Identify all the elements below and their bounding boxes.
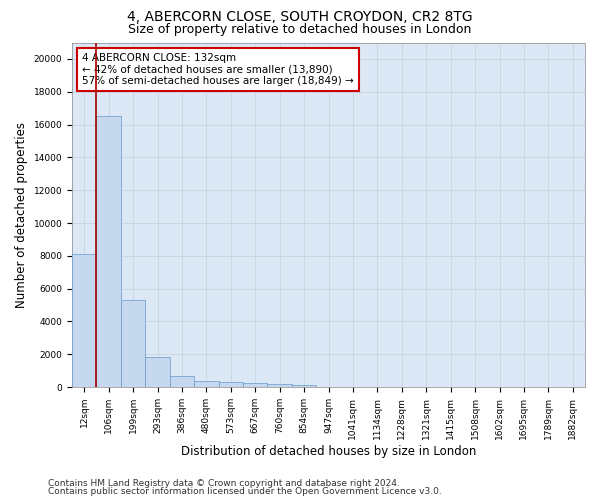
Bar: [170, 376, 194, 387]
Bar: [145, 356, 170, 387]
Bar: [194, 381, 218, 387]
Text: Contains HM Land Registry data © Crown copyright and database right 2024.: Contains HM Land Registry data © Crown c…: [48, 478, 400, 488]
Text: Contains public sector information licensed under the Open Government Licence v3: Contains public sector information licen…: [48, 487, 442, 496]
Bar: [292, 384, 316, 387]
Text: 4 ABERCORN CLOSE: 132sqm
← 42% of detached houses are smaller (13,890)
57% of se: 4 ABERCORN CLOSE: 132sqm ← 42% of detach…: [82, 53, 354, 86]
Bar: [121, 300, 145, 387]
Y-axis label: Number of detached properties: Number of detached properties: [15, 122, 28, 308]
X-axis label: Distribution of detached houses by size in London: Distribution of detached houses by size …: [181, 444, 476, 458]
Bar: [243, 384, 268, 387]
Text: Size of property relative to detached houses in London: Size of property relative to detached ho…: [128, 22, 472, 36]
Bar: [268, 384, 292, 387]
Text: 4, ABERCORN CLOSE, SOUTH CROYDON, CR2 8TG: 4, ABERCORN CLOSE, SOUTH CROYDON, CR2 8T…: [127, 10, 473, 24]
Bar: [218, 382, 243, 387]
Bar: [97, 116, 121, 387]
Bar: [72, 254, 97, 387]
